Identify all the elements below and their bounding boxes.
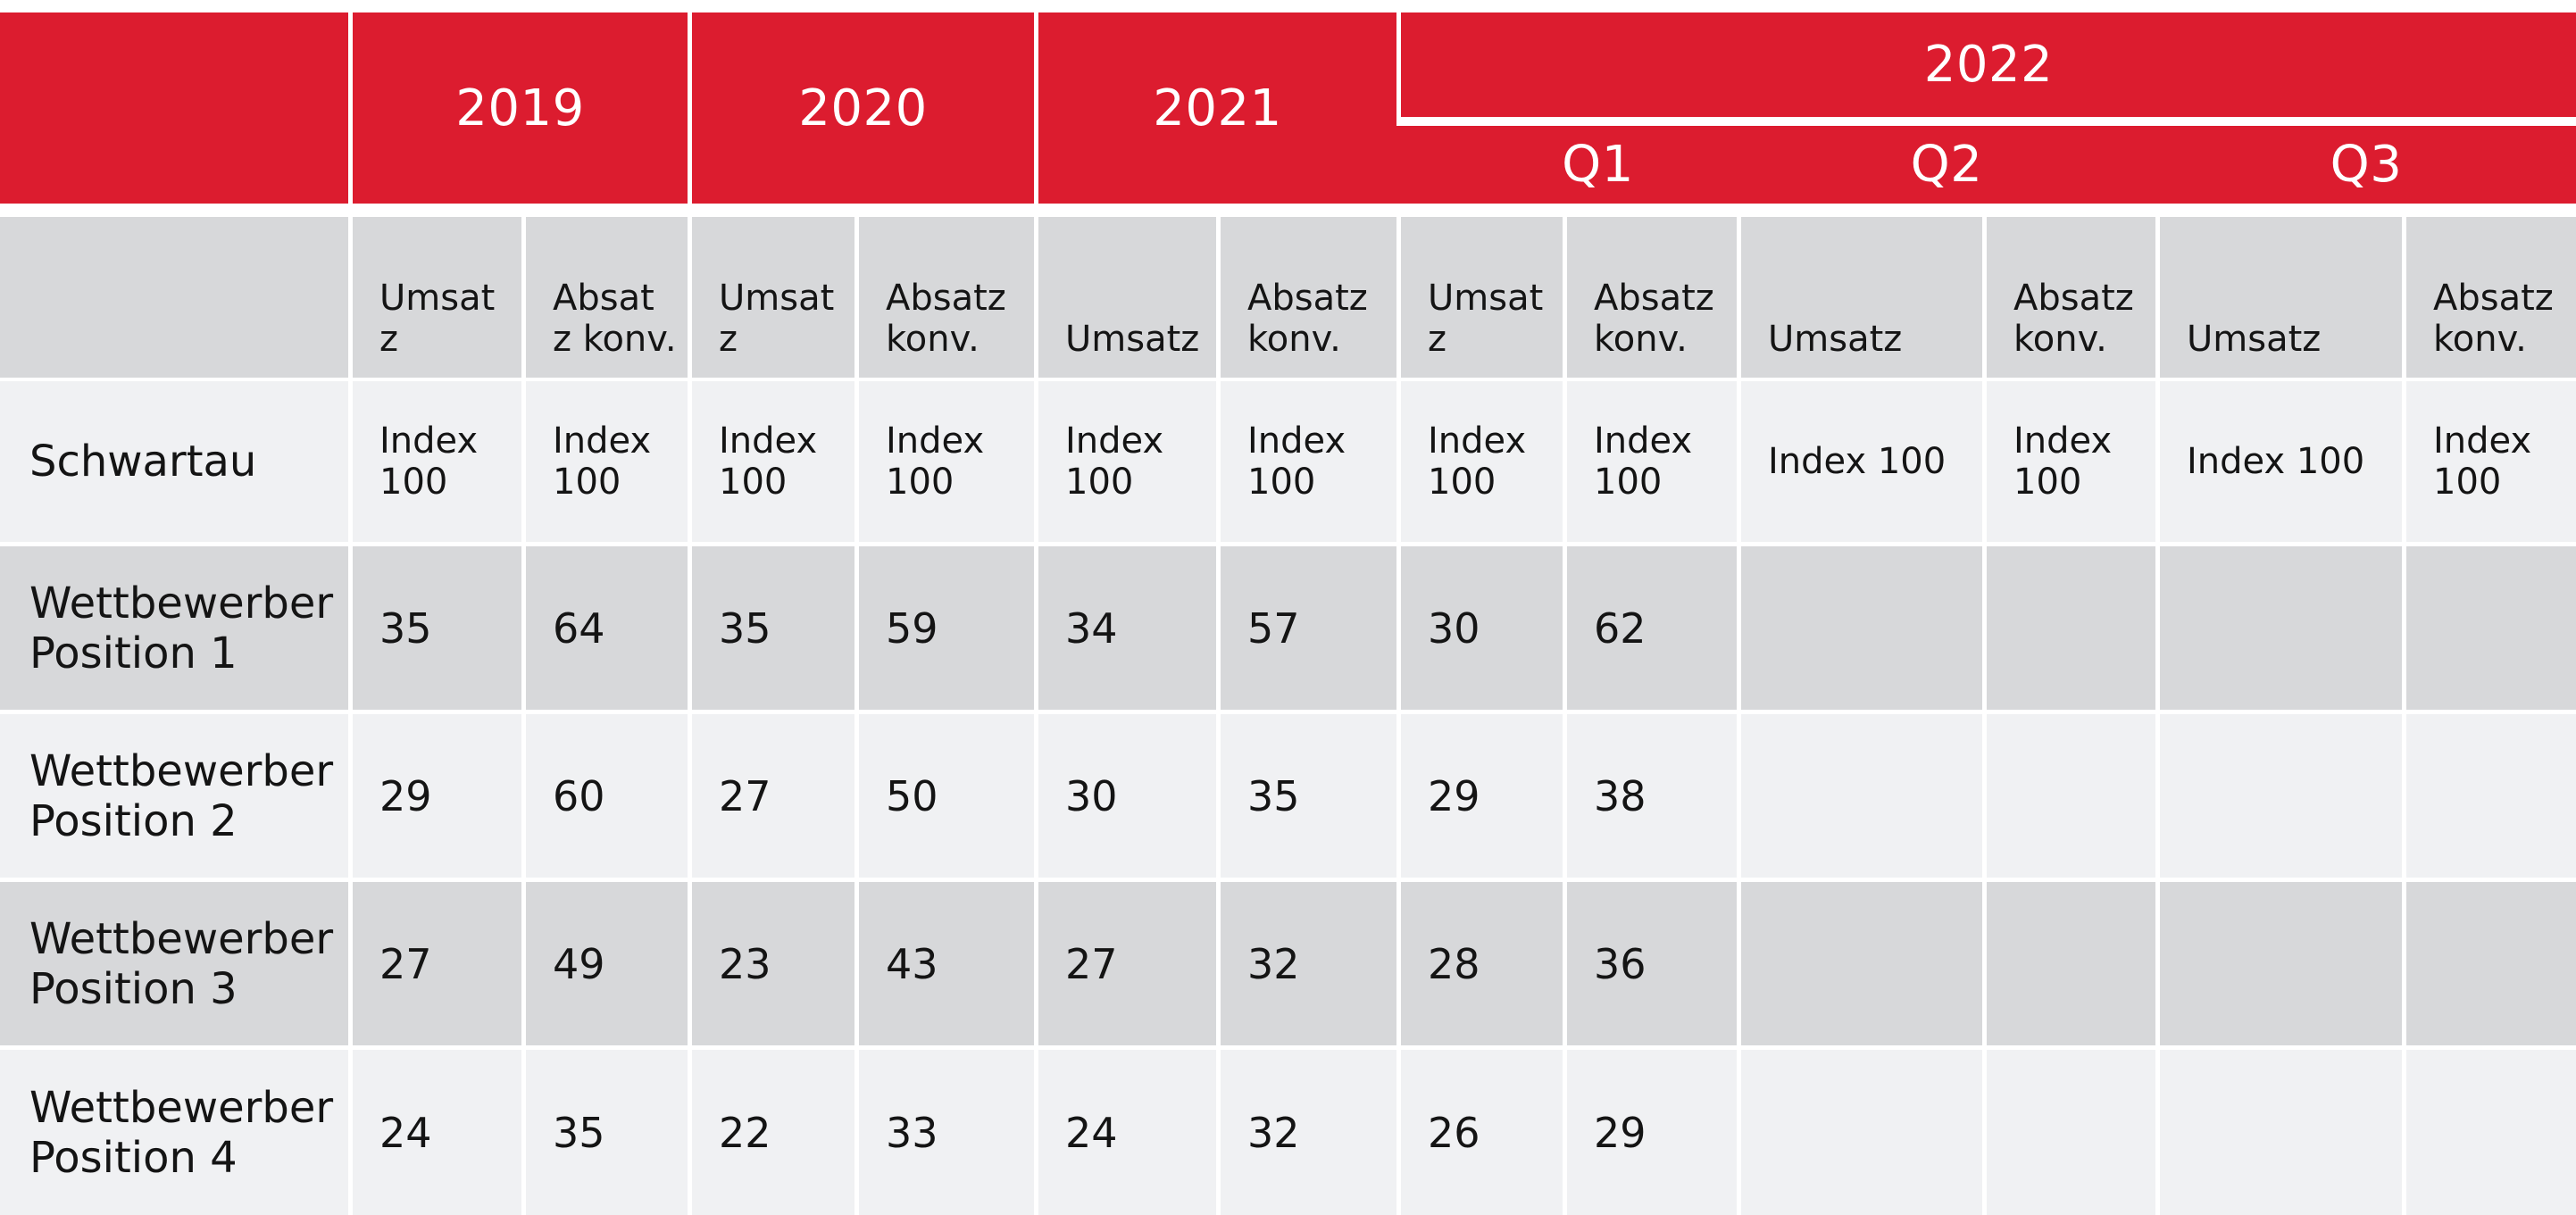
column-subheader-label: Umsat z [719,278,835,360]
column-subheader-label: Absatz konv. [2013,278,2134,360]
table-cell: 27 [353,882,521,1045]
table-cell: 35 [353,546,521,710]
table-cell: 38 [1567,714,1737,878]
table-cell: Index 100 [2160,381,2402,542]
column-subheader-label: Umsat z [379,278,496,360]
column-subheader: Absatz konv. [859,217,1034,378]
table-cell: 59 [859,546,1034,710]
table-cell: 35 [1221,714,1396,878]
table-cell [2406,882,2576,1045]
table-cell: 49 [526,882,688,1045]
column-subheader: Absatz konv. [1221,217,1396,378]
table-cell: Index 100 [1567,381,1737,542]
table-cell: Index 100 [353,381,521,542]
table-cell: 30 [1401,546,1563,710]
column-subheader: Umsatz [1741,217,1982,378]
table-cell: Index 100 [2406,381,2576,542]
column-subheader: Absatz konv. [1987,217,2155,378]
year-2019-header: 2019 [353,12,688,204]
year-2021-header: 2021 [1038,12,1396,204]
column-subheader-label: Absatz konv. [2433,278,2554,360]
subheader-corner [0,217,348,378]
table-cell: 29 [1567,1050,1737,1215]
table-cell: 34 [1038,546,1216,710]
column-subheader: Absat z konv. [526,217,688,378]
table-cell: 29 [353,714,521,878]
row-label: Schwartau [0,381,348,542]
row-label: Wettbewerber Position 3 [0,882,348,1045]
table-cell: Index 100 [859,381,1034,542]
table-cell: 24 [353,1050,521,1215]
quarter-q3-header: Q3 [2156,126,2576,204]
header-corner [0,12,348,204]
table-cell: 23 [692,882,854,1045]
row-label: Wettbewerber Position 4 [0,1050,348,1215]
table-cell: 27 [692,714,854,878]
column-subheader-label: Umsat z [1428,278,1544,360]
table-cell: Index 100 [1987,381,2155,542]
table-cell [2406,1050,2576,1215]
table-cell: 57 [1221,546,1396,710]
column-subheader: Umsatz [1038,217,1216,378]
column-subheader-label: Absatz konv. [1247,278,1368,360]
column-subheader-label: Absatz konv. [886,278,1006,360]
column-subheader-label: Absatz konv. [1594,278,1714,360]
table-cell: Index 100 [1401,381,1563,542]
table-cell: 43 [859,882,1034,1045]
table-cell: Index 100 [526,381,688,542]
table-cell: 36 [1567,882,1737,1045]
table-cell: 64 [526,546,688,710]
table-cell: Index 100 [1038,381,1216,542]
column-subheader: Umsat z [1401,217,1563,378]
table-cell [2160,1050,2402,1215]
table-cell: 29 [1401,714,1563,878]
table-cell: 62 [1567,546,1737,710]
table-cell [1987,714,2155,878]
year-2020-header: 2020 [692,12,1034,204]
row-label: Wettbewerber Position 1 [0,546,348,710]
table-cell: 26 [1401,1050,1563,1215]
column-subheader-label: Umsatz [1065,319,1200,360]
table-cell: 50 [859,714,1034,878]
table-cell: 27 [1038,882,1216,1045]
table-cell: 33 [859,1050,1034,1215]
table-cell: 24 [1038,1050,1216,1215]
table-cell [2160,546,2402,710]
table-cell: 32 [1221,1050,1396,1215]
column-subheader: Absatz konv. [2406,217,2576,378]
column-subheader: Umsatz [2160,217,2402,378]
table-cell [2160,714,2402,878]
table-cell: Index 100 [692,381,854,542]
table-cell [2160,882,2402,1045]
table-cell [1741,714,1982,878]
column-subheader-label: Umsatz [2187,319,2322,360]
table-cell [1987,546,2155,710]
quarter-q2-header: Q2 [1737,126,2156,204]
row-label: Wettbewerber Position 2 [0,714,348,878]
table-cell: 35 [526,1050,688,1215]
column-subheader: Absatz konv. [1567,217,1737,378]
column-subheader: Umsat z [692,217,854,378]
table-cell [1987,1050,2155,1215]
year-2022-header: 2022 [1401,12,2576,117]
table-cell [1741,1050,1982,1215]
table-cell [1741,546,1982,710]
table-cell [1987,882,2155,1045]
quarter-q1-header: Q1 [1396,126,1737,204]
table-cell: 60 [526,714,688,878]
column-subheader-label: Absat z konv. [553,278,677,360]
table-cell: 35 [692,546,854,710]
table-cell: 30 [1038,714,1216,878]
table-cell [1741,882,1982,1045]
table-cell: 32 [1221,882,1396,1045]
column-subheader-label: Umsatz [1768,319,1903,360]
column-subheader: Umsat z [353,217,521,378]
table-cell: 28 [1401,882,1563,1045]
table-cell: 22 [692,1050,854,1215]
table-cell: Index 100 [1221,381,1396,542]
table-cell [2406,546,2576,710]
table-cell: Index 100 [1741,381,1982,542]
table-cell [2406,714,2576,878]
